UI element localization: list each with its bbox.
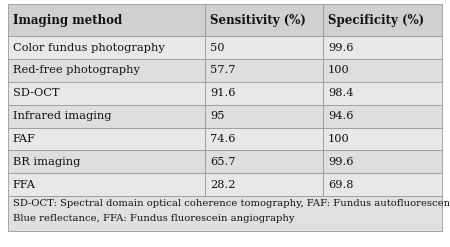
- Bar: [324, 4, 442, 36]
- Text: FFA: FFA: [13, 180, 36, 190]
- Text: 57.7: 57.7: [210, 65, 235, 75]
- Text: 98.4: 98.4: [328, 88, 353, 98]
- Bar: [206, 4, 324, 36]
- Text: 65.7: 65.7: [210, 157, 235, 167]
- Bar: [8, 59, 206, 82]
- Bar: [206, 173, 324, 196]
- Bar: [324, 36, 442, 59]
- Text: Red-free photography: Red-free photography: [13, 65, 140, 75]
- Bar: [206, 150, 324, 173]
- Bar: [206, 105, 324, 127]
- Text: BR imaging: BR imaging: [13, 157, 80, 167]
- Bar: [8, 82, 206, 105]
- Text: Specificity (%): Specificity (%): [328, 14, 424, 27]
- Text: 69.8: 69.8: [328, 180, 353, 190]
- Bar: [8, 150, 206, 173]
- Text: 99.6: 99.6: [328, 157, 353, 167]
- Text: 94.6: 94.6: [328, 111, 353, 121]
- Bar: [206, 59, 324, 82]
- Text: 28.2: 28.2: [210, 180, 235, 190]
- Bar: [324, 173, 442, 196]
- Bar: [8, 173, 206, 196]
- Text: 50: 50: [210, 42, 225, 53]
- Text: Sensitivity (%): Sensitivity (%): [210, 14, 306, 27]
- Bar: [8, 4, 206, 36]
- Text: 91.6: 91.6: [210, 88, 235, 98]
- Bar: [324, 105, 442, 127]
- Bar: [324, 82, 442, 105]
- Text: 99.6: 99.6: [328, 42, 353, 53]
- Bar: [8, 105, 206, 127]
- Text: 95: 95: [210, 111, 225, 121]
- Bar: [8, 127, 206, 150]
- Text: 100: 100: [328, 134, 350, 144]
- Text: 100: 100: [328, 65, 350, 75]
- Bar: [324, 127, 442, 150]
- Bar: [8, 36, 206, 59]
- Text: Infrared imaging: Infrared imaging: [13, 111, 111, 121]
- Text: 74.6: 74.6: [210, 134, 235, 144]
- Bar: [206, 127, 324, 150]
- Bar: [8, 196, 442, 231]
- Text: Imaging method: Imaging method: [13, 14, 122, 27]
- Text: Color fundus photography: Color fundus photography: [13, 42, 164, 53]
- Text: SD-OCT: Spectral domain optical coherence tomography, FAF: Fundus autofluorescen: SD-OCT: Spectral domain optical coherenc…: [13, 199, 450, 208]
- Text: SD-OCT: SD-OCT: [13, 88, 59, 98]
- Bar: [206, 36, 324, 59]
- Bar: [324, 150, 442, 173]
- Bar: [206, 82, 324, 105]
- Bar: [324, 59, 442, 82]
- Text: FAF: FAF: [13, 134, 36, 144]
- Text: Blue reflectance, FFA: Fundus fluorescein angiography: Blue reflectance, FFA: Fundus fluorescei…: [13, 214, 294, 223]
